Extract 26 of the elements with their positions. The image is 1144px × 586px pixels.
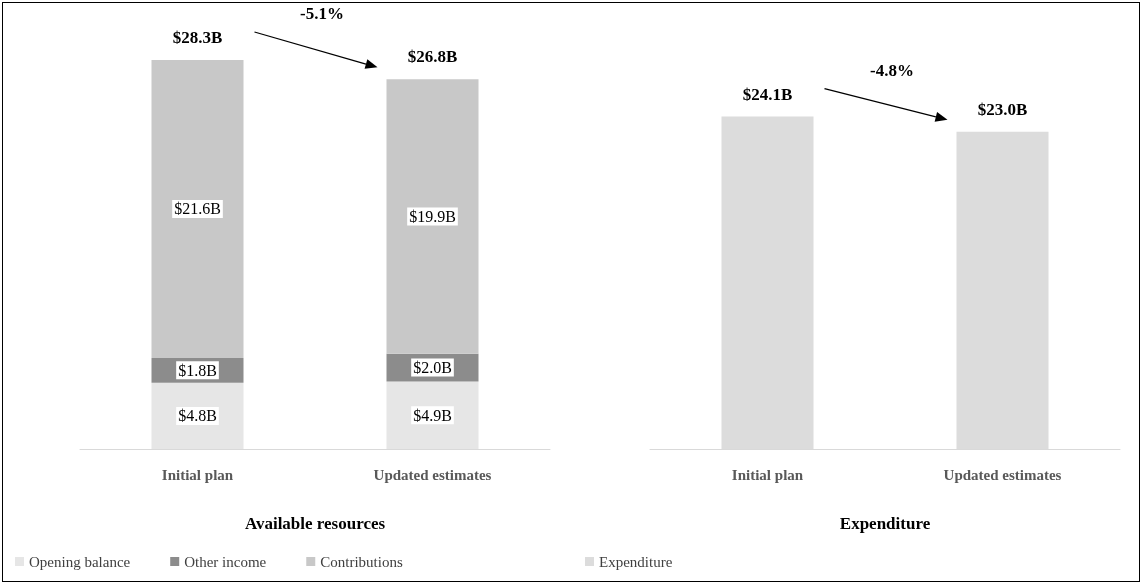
data-label: $19.9B: [409, 208, 456, 226]
bar: [151, 60, 244, 358]
x-tick-label: Initial plan: [731, 466, 804, 483]
text: -5.1%: [300, 4, 344, 23]
legend-label: Contributions: [320, 553, 403, 570]
total-label: $28.3B: [172, 28, 223, 47]
legend-label: Expenditure: [599, 553, 673, 570]
data-label: $2.0B: [413, 359, 452, 377]
bar: [386, 79, 479, 354]
x-tick-label: Updated estimates: [373, 466, 492, 483]
x-axis-title: Available resources: [244, 514, 386, 533]
x-tick-label: Updated estimates: [943, 466, 1062, 483]
data-label: $24.1B: [742, 84, 793, 104]
bar: [386, 381, 479, 449]
text: -4.8%: [870, 60, 914, 80]
data-label: $4.8B: [178, 407, 217, 425]
data-label: $4.9B: [413, 406, 452, 424]
data-label: $1.8B: [178, 361, 217, 379]
x-tick-label: Initial plan: [161, 466, 234, 483]
data-label: $23.0B: [977, 99, 1028, 119]
legend-label: Opening balance: [29, 553, 131, 570]
legend-label: Other income: [184, 553, 267, 570]
total-label: $26.8B: [407, 47, 458, 67]
data-label: $21.6B: [174, 200, 221, 218]
bar: [151, 382, 244, 449]
x-axis-title: Expenditure: [839, 514, 931, 533]
